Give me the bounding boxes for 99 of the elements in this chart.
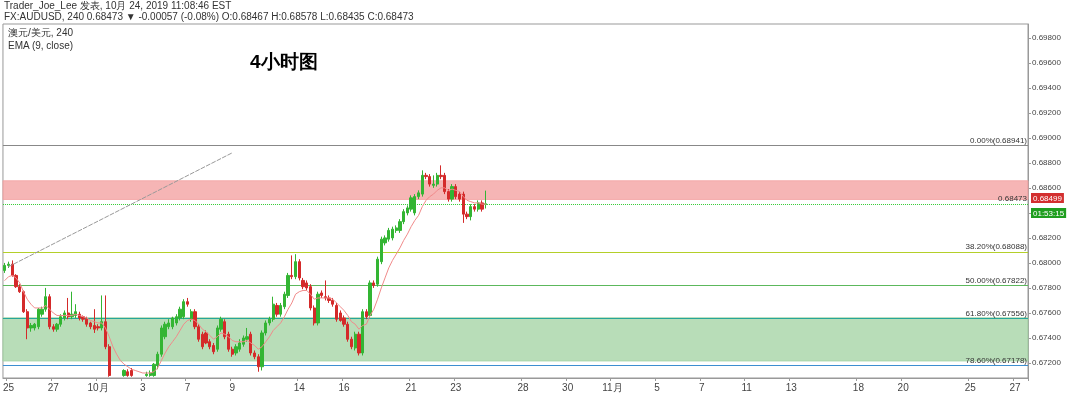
ref-line-label: 0.00%(0.68941) xyxy=(970,135,1028,145)
candlestick xyxy=(44,287,47,313)
candlestick xyxy=(409,194,413,213)
x-tick-label: 27 xyxy=(47,381,60,393)
x-tick-label: 9 xyxy=(229,381,236,393)
x-tick-label: 14 xyxy=(293,381,306,393)
candlestick xyxy=(257,353,260,373)
candlestick xyxy=(361,308,364,356)
candlestick xyxy=(454,183,457,200)
x-tick-label: 28 xyxy=(517,381,529,393)
y-tick-label: 0.67600 xyxy=(1032,308,1062,318)
candlestick xyxy=(37,307,40,330)
candlestick xyxy=(67,297,70,320)
ref-line-label: 38.20%(0.68088) xyxy=(965,242,1028,252)
candlestick xyxy=(212,342,215,355)
candlestick xyxy=(368,279,372,319)
annotation: EMA (9, close) xyxy=(8,39,74,51)
candlestick xyxy=(272,296,275,323)
candlestick xyxy=(357,331,361,356)
candlestick xyxy=(413,193,416,216)
text: Trader_Joe_Lee 发表, 10月 24, 2019 11:08:46 EST xyxy=(4,0,232,11)
x-tick-label: 16 xyxy=(338,381,351,393)
candlestick xyxy=(421,169,424,198)
x-tick-label: 11 xyxy=(741,381,753,393)
candlestick xyxy=(171,316,174,330)
candlestick xyxy=(7,261,10,269)
x-tick-label: 13 xyxy=(785,381,798,393)
x-tick-label: 7 xyxy=(184,381,191,393)
y-tick-label: 0.68600 xyxy=(1032,183,1062,193)
candlestick xyxy=(294,253,297,280)
candlestick xyxy=(186,297,189,308)
y-tick-label: 0.69400 xyxy=(1032,83,1062,93)
x-tick-label: 27 xyxy=(1009,381,1021,393)
y-tick-label: 0.69800 xyxy=(1032,33,1062,43)
x-tick-label: 7 xyxy=(699,381,706,393)
y-tick-label: 0.68800 xyxy=(1032,158,1062,168)
candlestick xyxy=(436,172,439,188)
candlestick xyxy=(59,313,62,328)
y-tick-label: 0.67800 xyxy=(1032,283,1062,293)
candlestick xyxy=(365,308,368,320)
candlestick xyxy=(354,331,357,351)
x-tick-label: 10月 xyxy=(87,381,109,393)
annotation: 澳元/美元, 240 xyxy=(8,26,74,38)
text: 4小时图 xyxy=(250,51,318,72)
candlestick xyxy=(85,316,88,328)
y-tick-label: 0.68000 xyxy=(1032,258,1062,268)
candlestick xyxy=(93,308,96,334)
ref-line-label: 50.00%(0.67822) xyxy=(965,275,1028,285)
candlestick xyxy=(29,322,33,333)
ref-line-label: 78.60%(0.67178) xyxy=(965,356,1028,366)
candlestick xyxy=(275,302,279,318)
line-series xyxy=(4,187,487,374)
candlestick xyxy=(3,262,6,274)
candlestick xyxy=(48,293,51,330)
y-tick-label: 0.69200 xyxy=(1032,108,1062,118)
candlestick xyxy=(335,302,338,323)
x-tick-label: 5 xyxy=(654,381,661,393)
candlestick xyxy=(473,203,476,213)
x-tick-label: 30 xyxy=(562,381,574,393)
y-tick-label: 0.69000 xyxy=(1032,133,1062,143)
text: 01:53:15 xyxy=(1033,208,1065,218)
candlestick xyxy=(316,291,320,326)
candlestick xyxy=(428,173,431,188)
x-tick-label: 25 xyxy=(964,381,977,393)
y-tick-label: 0.67400 xyxy=(1032,333,1062,343)
candlestick xyxy=(130,367,133,378)
x-tick-label: 23 xyxy=(450,381,462,393)
candlestick xyxy=(484,190,487,210)
x-tick-label: 3 xyxy=(139,381,146,393)
x-tick-label: 11月 xyxy=(602,381,623,393)
x-tick-label: 25 xyxy=(3,381,15,393)
x-tick-label: 18 xyxy=(852,381,865,393)
candlestick xyxy=(182,298,185,320)
candlestick xyxy=(432,174,435,189)
ref-line-label: 61.80%(0.67556) xyxy=(965,308,1028,318)
candlestick xyxy=(387,227,390,243)
candlestick xyxy=(122,368,126,378)
ref-line-label: 0.68473 xyxy=(998,194,1028,204)
text: 0.68499 xyxy=(1033,193,1063,203)
candlestick xyxy=(234,343,238,356)
candlestick xyxy=(238,338,241,353)
candlestick xyxy=(204,329,208,345)
candlestick xyxy=(249,331,252,356)
candlestick xyxy=(331,297,334,308)
candlestick xyxy=(190,308,193,323)
candlestick xyxy=(469,203,472,221)
y-tick-label: 0.67200 xyxy=(1032,358,1062,368)
x-tick-label: 20 xyxy=(897,381,910,393)
y-tick-label: 0.69600 xyxy=(1032,58,1062,68)
candlestick xyxy=(391,226,394,241)
candlestick xyxy=(126,368,129,378)
candlestick xyxy=(290,254,293,280)
x-tick-label: 21 xyxy=(405,381,418,393)
text: FX:AUDUSD, 240 0.68473 ▼ -0.00057 (-0.08%) O:0.68467 H:0.68578 L:0.68435 C:0.68473 xyxy=(4,10,415,22)
candlestick xyxy=(320,289,323,299)
candlestick xyxy=(462,191,465,224)
candlestick xyxy=(372,279,375,289)
y-tick-label: 0.68200 xyxy=(1032,233,1062,243)
candlestick xyxy=(245,327,249,343)
